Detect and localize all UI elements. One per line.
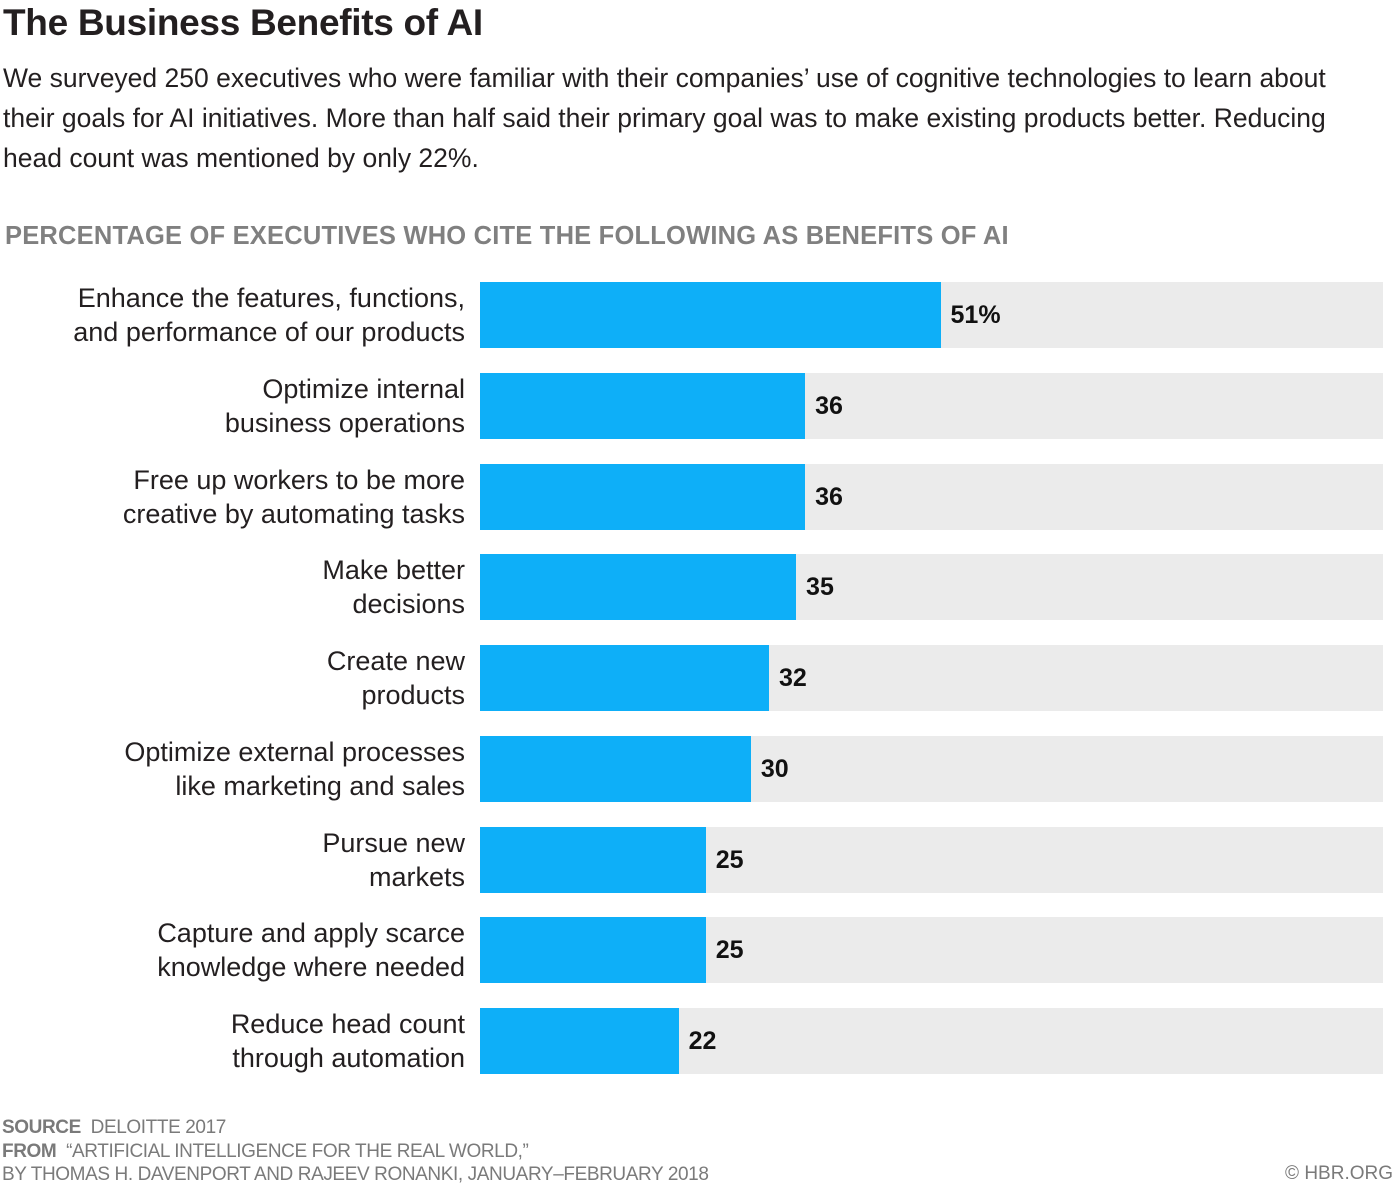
data-label: 30 [760,754,789,783]
category-label-line: Pursue new [322,827,465,858]
bar-track: 30 [480,735,1383,802]
data-label: 36 [815,391,843,420]
category-label: Free up workers to be more creative by au… [0,464,465,530]
bar-track: 32 [480,645,1383,711]
category-label-line: Create new [326,646,465,676]
data-label: 22 [688,1027,717,1055]
bar [480,282,941,348]
chart-subtitle: We surveyed 250 executives who were fami… [3,63,1326,173]
category-label: Optimize internal business operations [0,373,465,439]
category-label-line: through automation [232,1043,465,1073]
category-label-line: like marketing and sales [175,770,465,801]
bar-track: 25 [480,826,1383,893]
data-label: 36 [815,482,843,511]
bar-track: 35 [480,554,1383,621]
category-label-line: Enhance the features, functions, [77,283,465,313]
category-label-line: Optimize internal [262,373,465,404]
from-label: FROM [2,1140,57,1162]
from-text: “ARTIFICIAL INTELLIGENCE FOR THE REAL WO… [66,1140,529,1162]
category-label-line: Reduce head count [230,1009,465,1039]
category-label: Create new products [0,645,465,711]
data-label: 32 [778,664,807,692]
category-label-line: Capture and apply scarce [157,918,465,949]
category-label-line: knowledge where needed [157,952,465,983]
category-label-line: and performance of our products [73,317,465,347]
source-text: DELOITTE 2017 [90,1117,227,1138]
chart-heading: PERCENTAGE OF EXECUTIVES WHO CITE THE FO… [5,222,1009,250]
category-label: Make better decisions [0,554,465,620]
category-label-line: decisions [352,589,465,620]
category-label-line: Free up workers to be more [133,464,465,495]
credit: © HBR.ORG [1285,1163,1393,1184]
chart-title: The Business Benefits of AI [3,2,483,43]
category-label-line: markets [368,861,465,892]
bar-track: 22 [480,1008,1383,1074]
bar-track: 36 [480,372,1383,439]
category-label: Capture and apply scarce knowledge where … [0,917,465,983]
bar-row: Capture and apply scarce knowledge where … [0,917,1395,984]
category-label: Pursue new markets [0,827,465,893]
bar-track: 36 [480,463,1383,530]
bar [480,372,806,439]
data-label: 51% [950,301,1001,329]
bar-row: Reduce head count through automation 22 [0,1008,1395,1074]
data-label: 25 [715,936,744,965]
bar [480,917,706,984]
bar-track: 25 [480,917,1383,984]
data-label: 35 [806,573,834,602]
byline: BY THOMAS H. DAVENPORT AND RAJEEV RONANK… [2,1164,709,1185]
category-label: Optimize external processes like marketin… [0,736,465,802]
bar [480,463,806,530]
category-label-line: Optimize external processes [124,736,465,767]
data-label: 25 [715,845,744,874]
footer: SOURCE DELOITTE 2017 FROM “ARTIFICIAL IN… [2,1116,709,1187]
bar [480,645,769,711]
bar-row: Enhance the features, functions, and perf… [0,282,1395,348]
source-label: SOURCE [2,1117,81,1138]
category-label: Enhance the features, functions, and perf… [0,282,465,348]
bar [480,826,706,893]
bar [480,1008,679,1074]
category-label: Reduce head count through automation [0,1008,465,1074]
category-label-line: products [361,680,465,710]
bar [480,554,797,621]
category-label-line: business operations [224,407,465,438]
bar-track: 51% [480,282,1383,348]
bar [480,735,751,802]
bar-row: Optimize internal business operations 36 [0,372,1395,439]
category-label-line: creative by automating tasks [122,498,465,529]
bar-row: Make better decisions 35 [0,554,1395,621]
bar-row: Optimize external processes like marketin… [0,735,1395,802]
bar-row: Create new products 32 [0,645,1395,711]
bar-row: Pursue new markets 25 [0,826,1395,893]
category-label-line: Make better [322,555,465,586]
bar-row: Free up workers to be more creative by au… [0,463,1395,530]
